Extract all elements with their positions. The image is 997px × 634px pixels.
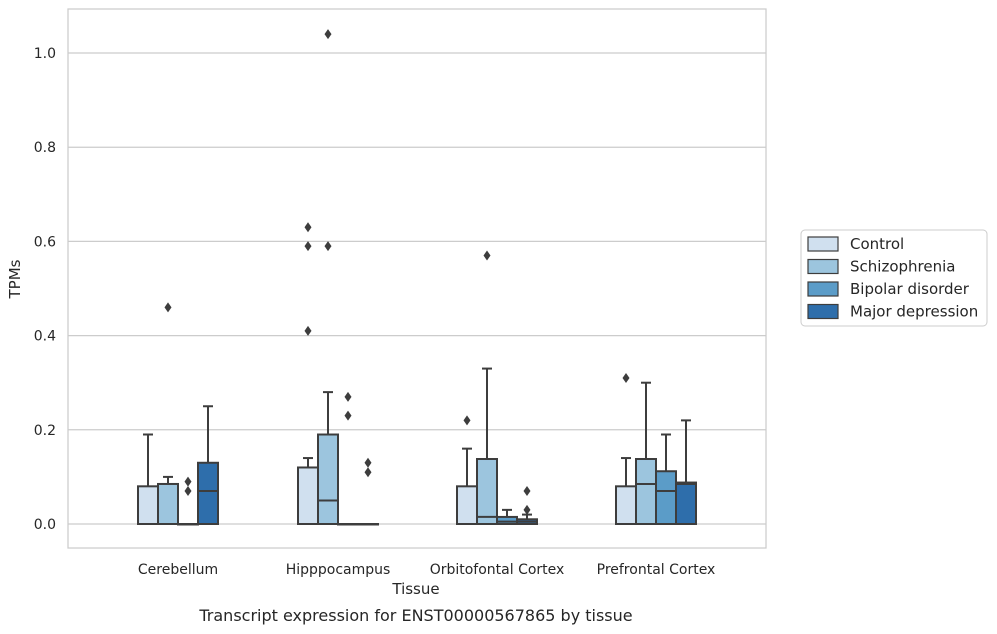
y-tick-label: 0.6 <box>34 234 56 250</box>
box-major-depression <box>357 457 379 526</box>
outlier-point <box>364 457 372 468</box>
box-control <box>297 222 319 526</box>
y-tick-label: 0.0 <box>34 517 56 533</box>
outlier-point <box>184 486 192 497</box>
x-tick-label: Hipppocampus <box>286 562 391 578</box>
outlier-point <box>364 467 372 478</box>
legend-label: Schizophrenia <box>850 258 955 276</box>
outlier-point <box>523 486 531 497</box>
outlier-point <box>483 250 491 261</box>
box-body <box>456 485 478 526</box>
x-tick-label: Orbitofontal Cortex <box>430 562 565 578</box>
y-axis-label: TPMs <box>6 259 24 299</box>
box-body <box>137 485 159 526</box>
box-body <box>635 458 657 526</box>
y-tick-label: 1.0 <box>34 46 56 62</box>
box-bipolar-disorder <box>337 391 359 526</box>
box-body <box>655 470 677 525</box>
box-groups <box>137 29 697 526</box>
chart-caption: Transcript expression for ENST0000056786… <box>198 606 632 625</box>
box-body <box>615 485 637 526</box>
legend-label: Bipolar disorder <box>850 280 970 298</box>
legend-label: Control <box>850 235 904 253</box>
outlier-point <box>184 476 192 487</box>
outlier-point <box>304 325 312 336</box>
legend-label: Major depression <box>850 303 978 321</box>
box-body <box>476 458 498 526</box>
box-major-depression <box>516 486 538 525</box>
legend-swatch <box>807 303 839 320</box>
outlier-point <box>324 29 332 40</box>
outlier-point <box>622 372 630 383</box>
outlier-point <box>324 241 332 252</box>
box-bipolar-disorder <box>496 508 518 525</box>
y-tick-label: 0.4 <box>34 329 56 345</box>
box-control <box>615 372 637 526</box>
outlier-point <box>463 415 471 426</box>
box-major-depression <box>197 405 219 525</box>
box-bipolar-disorder <box>655 433 677 525</box>
legend-swatch <box>807 281 839 297</box>
x-axis-ticks: Cerebellum Hipppocampus Orbitofontal Corte… <box>138 562 715 578</box>
legend: Control Schizophrenia Bipolar disorder Majo… <box>800 229 988 327</box>
box-body <box>197 461 219 525</box>
outlier-point <box>164 302 172 313</box>
outlier-point <box>523 504 531 515</box>
box-bipolar-disorder <box>177 476 199 526</box>
outlier-point <box>344 391 352 402</box>
box-body <box>317 433 339 526</box>
box-control <box>456 415 478 526</box>
box-schizophrenia <box>476 250 498 526</box>
y-tick-label: 0.8 <box>34 140 56 156</box>
y-tick-label: 0.2 <box>34 423 56 439</box>
outlier-point <box>344 410 352 421</box>
box-body <box>157 482 179 525</box>
x-tick-label: Cerebellum <box>138 562 218 578</box>
y-axis-ticks: 0.0 0.2 0.4 0.6 0.8 1.0 <box>34 46 56 533</box>
plot-area-frame <box>67 8 767 549</box>
x-tick-label: Prefrontal Cortex <box>597 562 716 578</box>
box-body <box>675 481 697 525</box>
box-schizophrenia <box>317 29 339 526</box>
box-major-depression <box>675 419 697 525</box>
outlier-point <box>304 222 312 233</box>
box-schizophrenia <box>635 381 657 526</box>
legend-frame <box>800 229 988 327</box>
box-schizophrenia <box>157 302 179 525</box>
box-body <box>297 466 319 526</box>
legend-swatch <box>807 236 839 252</box>
x-axis-label: Tissue <box>391 580 439 598</box>
outlier-point <box>304 241 312 252</box>
legend-swatch <box>807 258 839 275</box>
gridlines <box>68 52 766 525</box>
box-body <box>496 515 518 525</box>
box-control <box>137 433 159 526</box>
